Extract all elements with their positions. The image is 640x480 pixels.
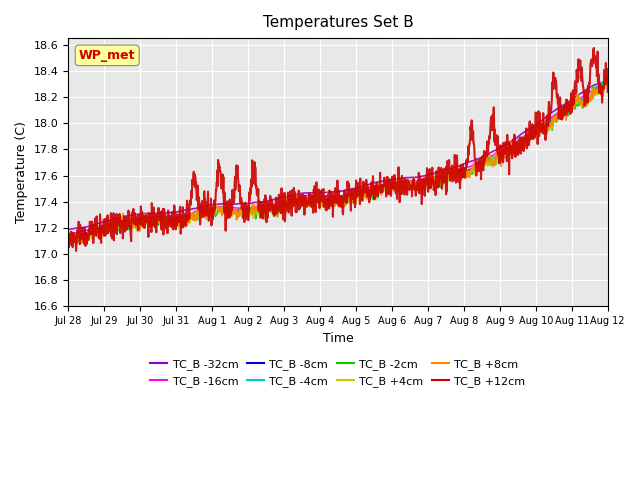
TC_B -32cm	[604, 80, 612, 85]
TC_B +8cm	[422, 181, 429, 187]
TC_B -2cm	[172, 216, 179, 222]
TC_B +4cm	[79, 239, 86, 245]
TC_B -8cm	[185, 214, 193, 220]
TC_B -2cm	[540, 126, 548, 132]
TC_B -4cm	[604, 75, 612, 81]
TC_B +8cm	[83, 241, 91, 247]
TC_B -2cm	[604, 81, 612, 86]
TC_B +4cm	[604, 78, 611, 84]
TC_B -8cm	[493, 154, 500, 160]
TC_B -32cm	[540, 116, 548, 121]
Line: TC_B +8cm: TC_B +8cm	[68, 75, 608, 244]
X-axis label: Time: Time	[323, 332, 353, 345]
TC_B -16cm	[422, 177, 429, 182]
Text: WP_met: WP_met	[79, 49, 136, 62]
TC_B +8cm	[604, 78, 612, 84]
TC_B -16cm	[602, 81, 609, 86]
TC_B +8cm	[64, 226, 72, 232]
TC_B -32cm	[64, 227, 72, 232]
TC_B -32cm	[185, 207, 193, 213]
TC_B -8cm	[69, 235, 77, 240]
TC_B -4cm	[64, 236, 72, 242]
TC_B -4cm	[245, 210, 253, 216]
TC_B -2cm	[73, 240, 81, 245]
TC_B -32cm	[602, 80, 609, 85]
TC_B -4cm	[493, 159, 500, 165]
TC_B +8cm	[172, 215, 179, 220]
TC_B -2cm	[603, 73, 611, 79]
TC_B -4cm	[185, 216, 193, 222]
TC_B +12cm	[185, 205, 193, 211]
TC_B -8cm	[602, 79, 609, 84]
TC_B -16cm	[64, 230, 72, 236]
TC_B -4cm	[540, 127, 548, 133]
TC_B +12cm	[72, 248, 80, 254]
Line: TC_B -2cm: TC_B -2cm	[68, 76, 608, 242]
TC_B -8cm	[540, 124, 548, 130]
TC_B -2cm	[64, 238, 72, 244]
TC_B +4cm	[185, 217, 193, 223]
TC_B -16cm	[245, 205, 253, 211]
TC_B -8cm	[172, 217, 179, 223]
TC_B -16cm	[172, 215, 179, 220]
TC_B +8cm	[185, 219, 193, 225]
TC_B +8cm	[602, 72, 610, 78]
TC_B -4cm	[422, 181, 429, 187]
TC_B +8cm	[493, 153, 500, 159]
TC_B -8cm	[245, 208, 253, 214]
TC_B +12cm	[422, 173, 429, 179]
TC_B -8cm	[64, 231, 72, 237]
TC_B -2cm	[245, 208, 253, 214]
TC_B +12cm	[493, 140, 500, 145]
TC_B -2cm	[185, 219, 193, 225]
TC_B -8cm	[604, 79, 612, 85]
Y-axis label: Temperature (C): Temperature (C)	[15, 121, 28, 223]
TC_B -16cm	[65, 230, 72, 236]
TC_B -32cm	[65, 227, 73, 232]
Legend: TC_B -32cm, TC_B -16cm, TC_B -8cm, TC_B -4cm, TC_B -2cm, TC_B +4cm, TC_B +8cm, T: TC_B -32cm, TC_B -16cm, TC_B -8cm, TC_B …	[146, 355, 530, 391]
TC_B -16cm	[493, 151, 500, 156]
Line: TC_B -8cm: TC_B -8cm	[68, 82, 608, 238]
Line: TC_B +4cm: TC_B +4cm	[68, 81, 608, 242]
TC_B +4cm	[422, 181, 429, 187]
TC_B +12cm	[245, 209, 253, 215]
Line: TC_B -4cm: TC_B -4cm	[68, 78, 608, 241]
TC_B -16cm	[604, 81, 612, 86]
TC_B -16cm	[185, 212, 193, 218]
TC_B +4cm	[540, 127, 548, 133]
TC_B -2cm	[493, 157, 500, 163]
TC_B +4cm	[64, 238, 72, 244]
TC_B +12cm	[540, 124, 548, 130]
TC_B -32cm	[422, 172, 429, 178]
TC_B +12cm	[590, 45, 598, 51]
Title: Temperatures Set B: Temperatures Set B	[262, 15, 413, 30]
Line: TC_B -16cm: TC_B -16cm	[68, 84, 608, 233]
TC_B +12cm	[172, 220, 179, 226]
TC_B +4cm	[493, 160, 500, 166]
TC_B +8cm	[245, 215, 253, 220]
Line: TC_B -32cm: TC_B -32cm	[68, 83, 608, 229]
TC_B +12cm	[64, 232, 72, 238]
TC_B -4cm	[76, 238, 84, 244]
TC_B +4cm	[604, 78, 612, 84]
TC_B -4cm	[172, 220, 179, 226]
TC_B -32cm	[245, 200, 253, 206]
TC_B +12cm	[604, 89, 612, 95]
TC_B +4cm	[245, 217, 253, 223]
TC_B +8cm	[540, 122, 548, 128]
TC_B -2cm	[422, 180, 429, 186]
TC_B -32cm	[172, 209, 179, 215]
TC_B -8cm	[422, 180, 429, 185]
TC_B -32cm	[493, 147, 500, 153]
TC_B +4cm	[172, 218, 179, 224]
TC_B -16cm	[540, 120, 548, 125]
Line: TC_B +12cm: TC_B +12cm	[68, 48, 608, 251]
